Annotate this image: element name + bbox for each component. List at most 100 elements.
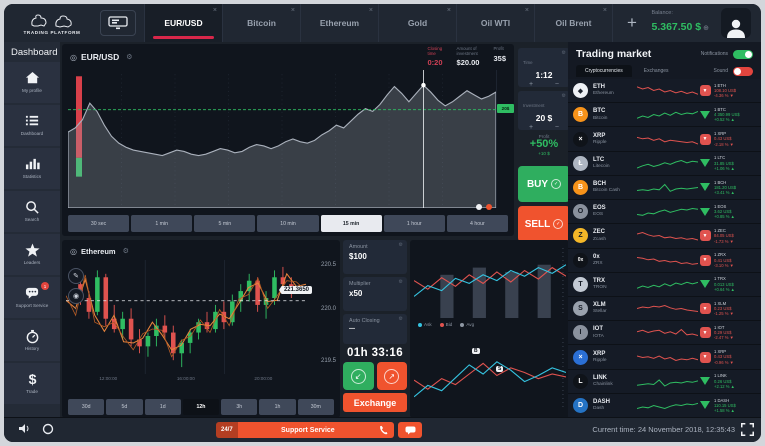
candle-timeframe-3h[interactable]: 3h <box>221 399 258 415</box>
sound-toggle[interactable] <box>733 66 753 76</box>
up-trade-button[interactable]: ↗ <box>376 362 407 390</box>
coin-price: 1 ZEC 84.05 US$ -1.73 % ▼ <box>712 228 756 244</box>
gear-icon[interactable]: ⚙ <box>122 248 129 255</box>
sparkline-svg <box>637 111 698 120</box>
sell-button[interactable]: SELL ✓ <box>518 206 570 242</box>
notification-badge: 1 <box>41 282 49 290</box>
market-row-xrp-2[interactable]: × XRP Ripple ▼ 1 XRP 0.43 US$ -2.18 % ▼ <box>568 127 761 151</box>
close-icon[interactable]: × <box>290 7 295 14</box>
timeframe-1-hour[interactable]: 1 hour <box>383 215 445 232</box>
svg-text:$: $ <box>28 372 36 387</box>
time-plus-button[interactable]: + <box>529 81 534 88</box>
price-line-3: -3.10 % ▼ <box>714 262 734 268</box>
tab-oil-brent[interactable]: Oil Brent × <box>534 4 613 42</box>
market-row-dash-13[interactable]: D DASH Dash 1 DASH 110.15 US$ +1.58 % ▲ <box>568 393 761 418</box>
fullscreen-button[interactable] <box>741 423 754 436</box>
market-row-trx-8[interactable]: T TRX TRON 1 TRX 0.013 US$ +0.64 % ▲ <box>568 272 761 296</box>
notifications-toggle[interactable] <box>733 49 753 59</box>
trend-badge <box>698 183 712 192</box>
speaker-icon[interactable] <box>18 423 31 434</box>
close-icon[interactable]: × <box>446 7 451 14</box>
orange-dot-icon[interactable] <box>486 204 492 210</box>
support-service-button[interactable]: 24/7 Support Service <box>216 422 394 438</box>
coin-names: LTC Litecoin <box>593 157 637 170</box>
market-row-eos-5[interactable]: O EOS EOS 1 EOS 3.62 US$ +0.85 % ▲ <box>568 200 761 224</box>
market-row-bch-4[interactable]: B BCH Bitcoin Cash 1 BCH 181.20 US$ +3.41 % ▲ <box>568 175 761 200</box>
close-icon[interactable]: × <box>368 7 373 14</box>
timeframe-5-min[interactable]: 5 min <box>194 215 256 232</box>
market-tab-cryptocurrencies[interactable]: Cryptocurrencies <box>576 65 632 77</box>
add-tab-button[interactable]: + <box>627 13 637 32</box>
market-row-eth-0[interactable]: ◆ ETH Ethereum ▼ 1 ETH 108.10 US$ -4.36 % ▼ <box>568 79 761 103</box>
gear-icon[interactable]: ⚙ <box>126 54 133 61</box>
close-icon[interactable]: × <box>212 7 217 14</box>
market-row-0x-7[interactable]: 0x 0x ZRX ▼ 1 ZRX 0.41 US$ -3.10 % ▼ <box>568 248 761 272</box>
sidebar-item-support-service[interactable]: Support Service 1 <box>4 277 60 318</box>
sound-label: Sound <box>713 68 728 74</box>
marker-tool-button[interactable]: ◉ <box>68 288 84 304</box>
timeframe-15-min[interactable]: 15 min <box>320 215 382 232</box>
close-icon[interactable]: × <box>602 7 607 14</box>
tab-bitcoin[interactable]: Bitcoin × <box>222 4 300 42</box>
more-tools-icon[interactable]: ⋮ <box>72 307 80 314</box>
timeframe-1-min[interactable]: 1 min <box>131 215 193 232</box>
down-trade-button[interactable]: ↙ <box>343 362 374 390</box>
market-row-iot-10[interactable]: I IOT IOTA ▼ 1 IOT 0.29 US$ -2.47 % ▼ <box>568 321 761 345</box>
balance-add-icon[interactable]: ⊕ <box>703 25 709 33</box>
price-line-2: 0.29 US$ <box>714 330 732 336</box>
coin-names: LINK Chainlink <box>593 375 637 388</box>
candle-timeframe-30m[interactable]: 30m <box>297 399 334 415</box>
trend-badge <box>698 401 712 410</box>
candle-timeframe-1h[interactable]: 1h <box>259 399 296 415</box>
workspace-button[interactable] <box>100 10 136 36</box>
white-dot-icon[interactable] <box>476 204 482 210</box>
buy-button[interactable]: BUY ✓ <box>518 166 570 202</box>
timeframe-10-min[interactable]: 10 min <box>257 215 319 232</box>
multiplier-field[interactable]: ⚙ Multiplier x50 <box>343 277 407 311</box>
coin-names: XRP Ripple <box>593 351 637 364</box>
market-tab-exchanges[interactable]: Exchanges <box>643 68 669 74</box>
market-row-link-12[interactable]: L LINK Chainlink 1 LINK 0.26 US$ +2.12 % ▲ <box>568 369 761 393</box>
market-row-zec-6[interactable]: Z ZEC Zcash ▼ 1 ZEC 84.05 US$ -1.73 % ▼ <box>568 224 761 248</box>
sidebar-item-leaders[interactable]: Leaders <box>4 234 60 275</box>
avatar[interactable] <box>721 8 751 38</box>
tab-oil-wti[interactable]: Oil WTI × <box>456 4 534 42</box>
investment-minus-button[interactable]: − <box>554 124 559 131</box>
sidebar-item-history[interactable]: History <box>4 320 60 361</box>
timeframe-4-hour[interactable]: 4 hour <box>446 215 508 232</box>
chat-button[interactable] <box>398 422 422 438</box>
coin-names: BCH Bitcoin Cash <box>593 181 637 194</box>
main-area-chart <box>68 70 496 208</box>
sidebar-item-trade[interactable]: $ Trade <box>4 363 60 404</box>
trend-down-triangle-icon <box>700 280 710 289</box>
market-row-xrp-11[interactable]: × XRP Ripple ▼ 1 XRP 0.43 US$ -0.96 % ▼ <box>568 345 761 369</box>
market-row-xlm-9[interactable]: S XLM Stellar ▼ 1 XLM 0.23 US$ -1.25 % ▼ <box>568 296 761 321</box>
auto-closing-field[interactable]: ⚙ Auto Closing — <box>343 314 407 344</box>
sidebar-item-dashboard[interactable]: Dashboard <box>4 105 60 146</box>
record-icon[interactable] <box>42 423 54 435</box>
amount-field[interactable]: ⚙ Amount $100 <box>343 240 407 274</box>
close-icon[interactable]: × <box>524 7 529 14</box>
candle-timeframe-5d[interactable]: 5d <box>106 399 143 415</box>
sidebar-item-statistics[interactable]: Statistics <box>4 148 60 189</box>
investment-plus-button[interactable]: + <box>529 124 534 131</box>
market-row-btc-1[interactable]: B BTC Bitcoin 1 BTC 4 350.99 US$ +0.52 % ▲ <box>568 103 761 127</box>
coin-names: XLM Stellar <box>593 302 637 315</box>
candle-timeframe-1d[interactable]: 1d <box>144 399 181 415</box>
sidebar-item-my-profile[interactable]: My profile <box>4 62 60 103</box>
tab-ethereum[interactable]: Ethereum × <box>300 4 378 42</box>
candle-timeframe-30d[interactable]: 30d <box>68 399 105 415</box>
candle-timeframe-12h[interactable]: 12h <box>182 399 220 415</box>
balance-value: 5.367.50 $ <box>651 21 702 34</box>
time-minus-button[interactable]: − <box>554 81 559 88</box>
star-icon <box>24 243 40 258</box>
market-row-ltc-3[interactable]: Ł LTC Litecoin 1 LTC 31.85 US$ +1.06 % ▲ <box>568 151 761 175</box>
timeframe-30-sec[interactable]: 30 sec <box>68 215 130 232</box>
tab-eur-usd[interactable]: EUR/USD × <box>144 4 222 42</box>
coin-names: TRX TRON <box>593 278 637 291</box>
exchange-button[interactable]: Exchange <box>343 393 407 412</box>
sidebar-item-search[interactable]: Search <box>4 191 60 232</box>
price-line-3: -4.36 % ▼ <box>714 93 734 99</box>
draw-tool-button[interactable]: ✎ <box>68 268 84 284</box>
tab-gold[interactable]: Gold × <box>378 4 456 42</box>
